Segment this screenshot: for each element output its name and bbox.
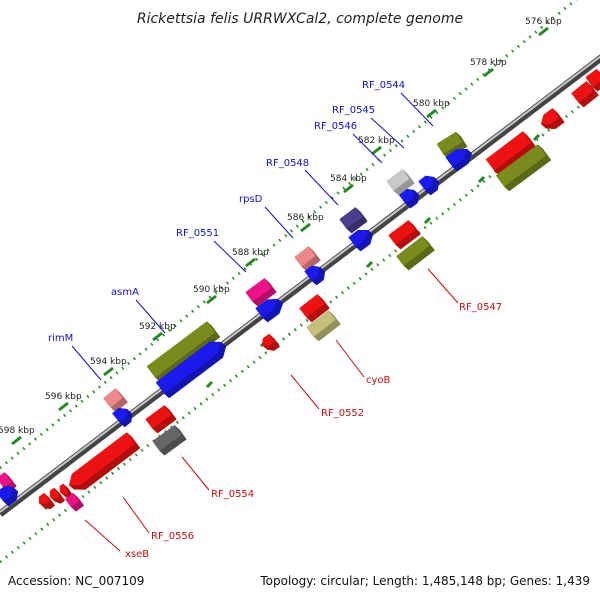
- gene-label-forward: RF_0546: [314, 121, 357, 132]
- feature-blue: [112, 408, 132, 428]
- gene-leader-line: [290, 374, 320, 410]
- feature-red: [69, 432, 141, 490]
- tick-label: 576 kbp: [525, 17, 562, 27]
- tick-mark: [538, 26, 549, 37]
- gene-leader-line: [304, 169, 339, 206]
- gene-leader-line: [84, 519, 121, 552]
- tick-mark: [483, 67, 494, 78]
- feature-pink: [103, 388, 128, 413]
- feature-red: [571, 81, 599, 108]
- feature-blue: [304, 265, 325, 286]
- gene-leader-line: [427, 268, 459, 304]
- feature-blue: [445, 149, 472, 172]
- feature-blue: [418, 175, 439, 196]
- gene-leader-line: [122, 496, 150, 534]
- feature-khaki: [306, 310, 341, 342]
- feature-gray: [152, 425, 187, 456]
- genome-backbone: [0, 54, 600, 517]
- gene-label-reverse: RF_0552: [321, 408, 364, 419]
- gene-leader-line: [135, 299, 166, 334]
- tick-label: 586 kbp: [287, 213, 324, 223]
- feature-olive: [146, 321, 221, 383]
- feature-purple: [339, 207, 368, 234]
- tick-label: 582 kbp: [358, 136, 395, 146]
- feature-olive: [436, 131, 468, 159]
- feature-red: [388, 220, 421, 250]
- feature-blue: [398, 188, 419, 209]
- tick-label: 588 kbp: [232, 248, 269, 258]
- feature-blue: [0, 486, 19, 507]
- tick-label: 598 kbp: [0, 426, 35, 436]
- feature-pink: [294, 246, 321, 272]
- gene-label-reverse: RF_0547: [459, 302, 502, 313]
- gene-label-forward: rpsD: [239, 194, 263, 205]
- inner-tick-mark: [365, 260, 374, 269]
- tick-layer: 576 kbp 578 kbp 580 kbp 582 kbp 584 kbp 586 k…: [0, 17, 596, 511]
- tick-label: 596 kbp: [45, 392, 82, 402]
- gene-leader-line: [335, 339, 365, 378]
- gene-label-layer: RF_0544 RF_0545 RF_0546 RF_0548 rpsD RF_0551a…: [48, 80, 502, 560]
- gene-label-reverse: xseB: [125, 549, 149, 560]
- inner-tick-mark: [532, 133, 541, 142]
- gene-leader-line: [400, 92, 434, 127]
- accession-text: Accession: NC_007109: [8, 574, 145, 588]
- tick-mark: [371, 145, 382, 156]
- feature-red: [39, 493, 55, 510]
- gene-label-forward: RF_0548: [266, 158, 309, 169]
- feature-blue: [255, 299, 283, 323]
- gene-label-forward: RF_0551: [176, 228, 219, 239]
- tick-label: 578 kbp: [470, 58, 507, 68]
- feature-lightgray: [386, 169, 415, 196]
- outer-dotted-circle: [0, 0, 578, 470]
- inner-tick-mark: [205, 380, 214, 389]
- tick-mark: [152, 331, 163, 342]
- inner-tick-mark: [423, 216, 432, 225]
- gene-label-forward: RF_0544: [362, 80, 405, 91]
- feature-olive: [396, 236, 435, 271]
- feature-red: [262, 333, 280, 351]
- tick-label: 592 kbp: [139, 322, 176, 332]
- tick-mark: [58, 401, 69, 412]
- gene-leader-line: [264, 206, 294, 239]
- tick-mark: [426, 108, 437, 119]
- feature-red: [585, 69, 600, 92]
- topology-text: Topology: circular; Length: 1,485,148 bp…: [260, 574, 590, 588]
- gene-leader-line: [71, 345, 102, 381]
- gene-leader-line: [213, 240, 247, 273]
- gene-label-reverse: cyoB: [366, 375, 391, 386]
- gene-label-reverse: RF_0554: [211, 489, 254, 500]
- tick-label: 594 kbp: [90, 357, 127, 367]
- gene-label-forward: RF_0545: [332, 105, 375, 116]
- tick-label: 584 kbp: [330, 174, 367, 184]
- feature-blue: [155, 341, 226, 399]
- gene-label-forward: rimM: [48, 333, 73, 344]
- gene-leader-line: [370, 117, 405, 149]
- feature-magenta: [65, 493, 84, 512]
- inner-tick-mark: [477, 175, 486, 184]
- tick-label: 580 kbp: [413, 99, 450, 109]
- tick-mark: [103, 366, 114, 377]
- tick-mark: [11, 435, 22, 446]
- map-title: Rickettsia felis URRWXCal2, complete gen…: [137, 11, 463, 27]
- tick-mark: [245, 257, 256, 268]
- tick-label: 590 kbp: [193, 285, 230, 295]
- feature-red: [145, 405, 177, 434]
- feature-red: [485, 131, 537, 176]
- gene-label-reverse: RF_0556: [151, 531, 194, 542]
- gene-leader-line: [352, 133, 383, 164]
- tick-mark: [343, 183, 354, 194]
- feature-magenta: [245, 278, 277, 307]
- tick-mark: [300, 222, 311, 233]
- tick-mark: [206, 294, 217, 305]
- feature-red: [49, 487, 65, 504]
- feature-blue: [348, 230, 373, 252]
- feature-olive: [495, 144, 552, 192]
- gene-label-forward: asmA: [111, 287, 139, 298]
- feature-red: [299, 294, 330, 323]
- feature-red: [541, 108, 565, 129]
- feature-layer: [0, 69, 600, 512]
- gene-leader-line: [181, 456, 210, 491]
